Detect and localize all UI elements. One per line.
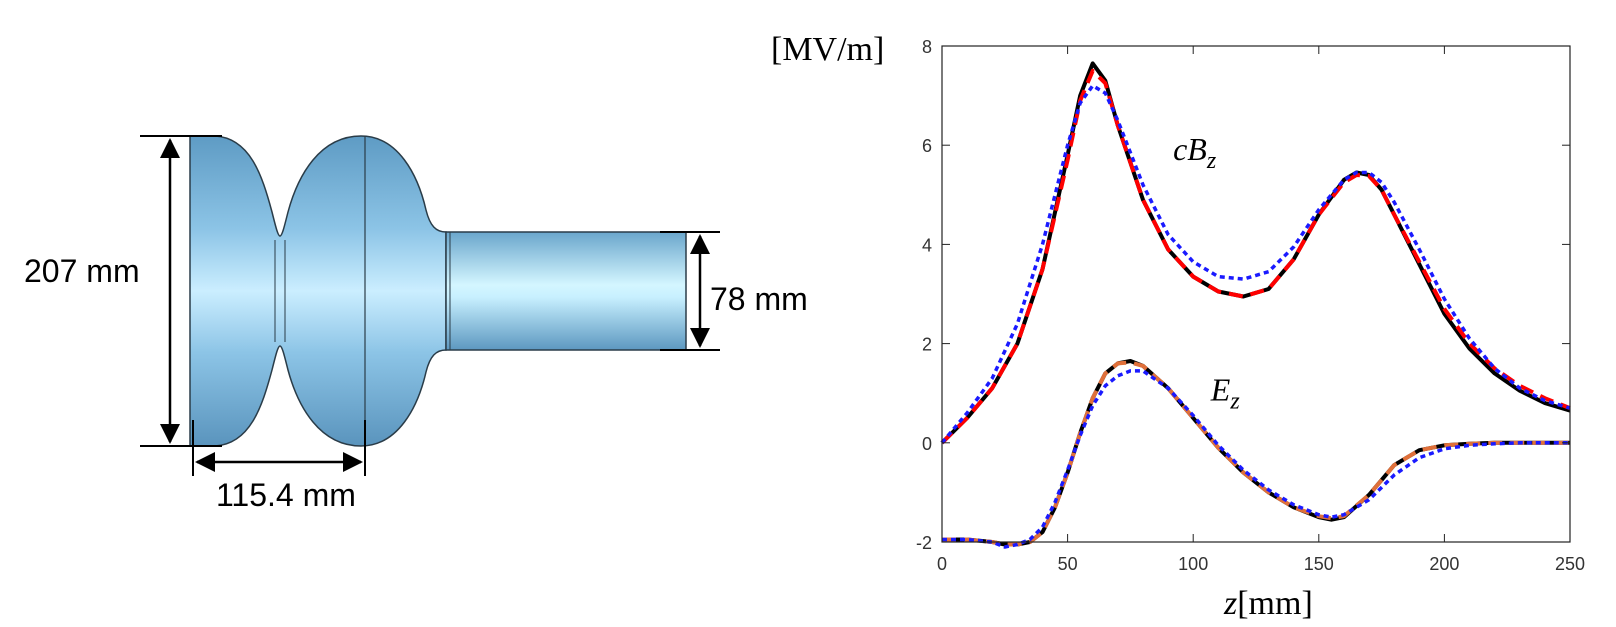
series-line-4 xyxy=(942,359,1570,547)
x-axis-unit: [mm] xyxy=(1237,585,1313,622)
beam-pipe xyxy=(445,231,687,351)
x-tick-label: 0 xyxy=(937,554,947,574)
length-label: 115.4 mm xyxy=(216,477,356,513)
pipe-diameter-label: 78 mm xyxy=(710,281,808,317)
series-line-1 xyxy=(940,61,1571,445)
y-tick-label: 8 xyxy=(922,37,932,57)
series-layer xyxy=(940,61,1571,549)
series-annotation-1: cBz xyxy=(1173,131,1217,174)
plot-frame xyxy=(941,45,1571,543)
y-tick-label: -2 xyxy=(916,533,932,553)
series-line-5 xyxy=(942,360,1570,547)
annotation-layer: cBz Ez xyxy=(1173,131,1240,415)
cavity-drawing: 207 mm 115.4 mm 78 mm xyxy=(24,135,808,513)
y-tick-label: 2 xyxy=(922,335,932,355)
y-tick-label: 0 xyxy=(922,434,932,454)
x-tick-label: 200 xyxy=(1429,554,1459,574)
y-axis-label: [MV/m] xyxy=(771,31,884,68)
series-line-3 xyxy=(940,83,1571,444)
x-tick-label: 150 xyxy=(1304,554,1334,574)
x-axis-variable: z xyxy=(1223,585,1237,622)
plot-clip-area xyxy=(940,61,1571,549)
height-label: 207 mm xyxy=(24,253,140,289)
series-line-6 xyxy=(942,369,1570,549)
y-tick-label: 6 xyxy=(922,136,932,156)
series-annotation-2: Ez xyxy=(1210,372,1241,415)
series-line-2 xyxy=(940,68,1571,445)
x-tick-label: 50 xyxy=(1058,554,1078,574)
x-tick-label: 250 xyxy=(1555,554,1585,574)
cavity-body xyxy=(189,135,447,447)
x-tick-label: 100 xyxy=(1178,554,1208,574)
y-tick-label: 4 xyxy=(922,235,932,255)
x-axis-label: z[mm] xyxy=(1223,585,1313,622)
